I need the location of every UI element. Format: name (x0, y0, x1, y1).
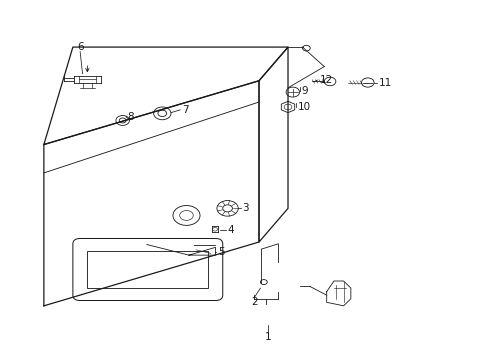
Text: 2: 2 (250, 297, 257, 307)
Text: 10: 10 (297, 102, 310, 112)
Text: 12: 12 (319, 75, 332, 85)
Bar (87, 251, 208, 288)
Text: 8: 8 (127, 112, 134, 122)
Text: 9: 9 (301, 86, 307, 96)
Text: 6: 6 (77, 42, 83, 52)
Text: 4: 4 (227, 225, 234, 235)
Text: 1: 1 (264, 332, 270, 342)
Text: 7: 7 (181, 105, 188, 115)
Text: 3: 3 (242, 203, 249, 213)
Text: 5: 5 (218, 247, 224, 257)
Text: 11: 11 (378, 77, 391, 87)
